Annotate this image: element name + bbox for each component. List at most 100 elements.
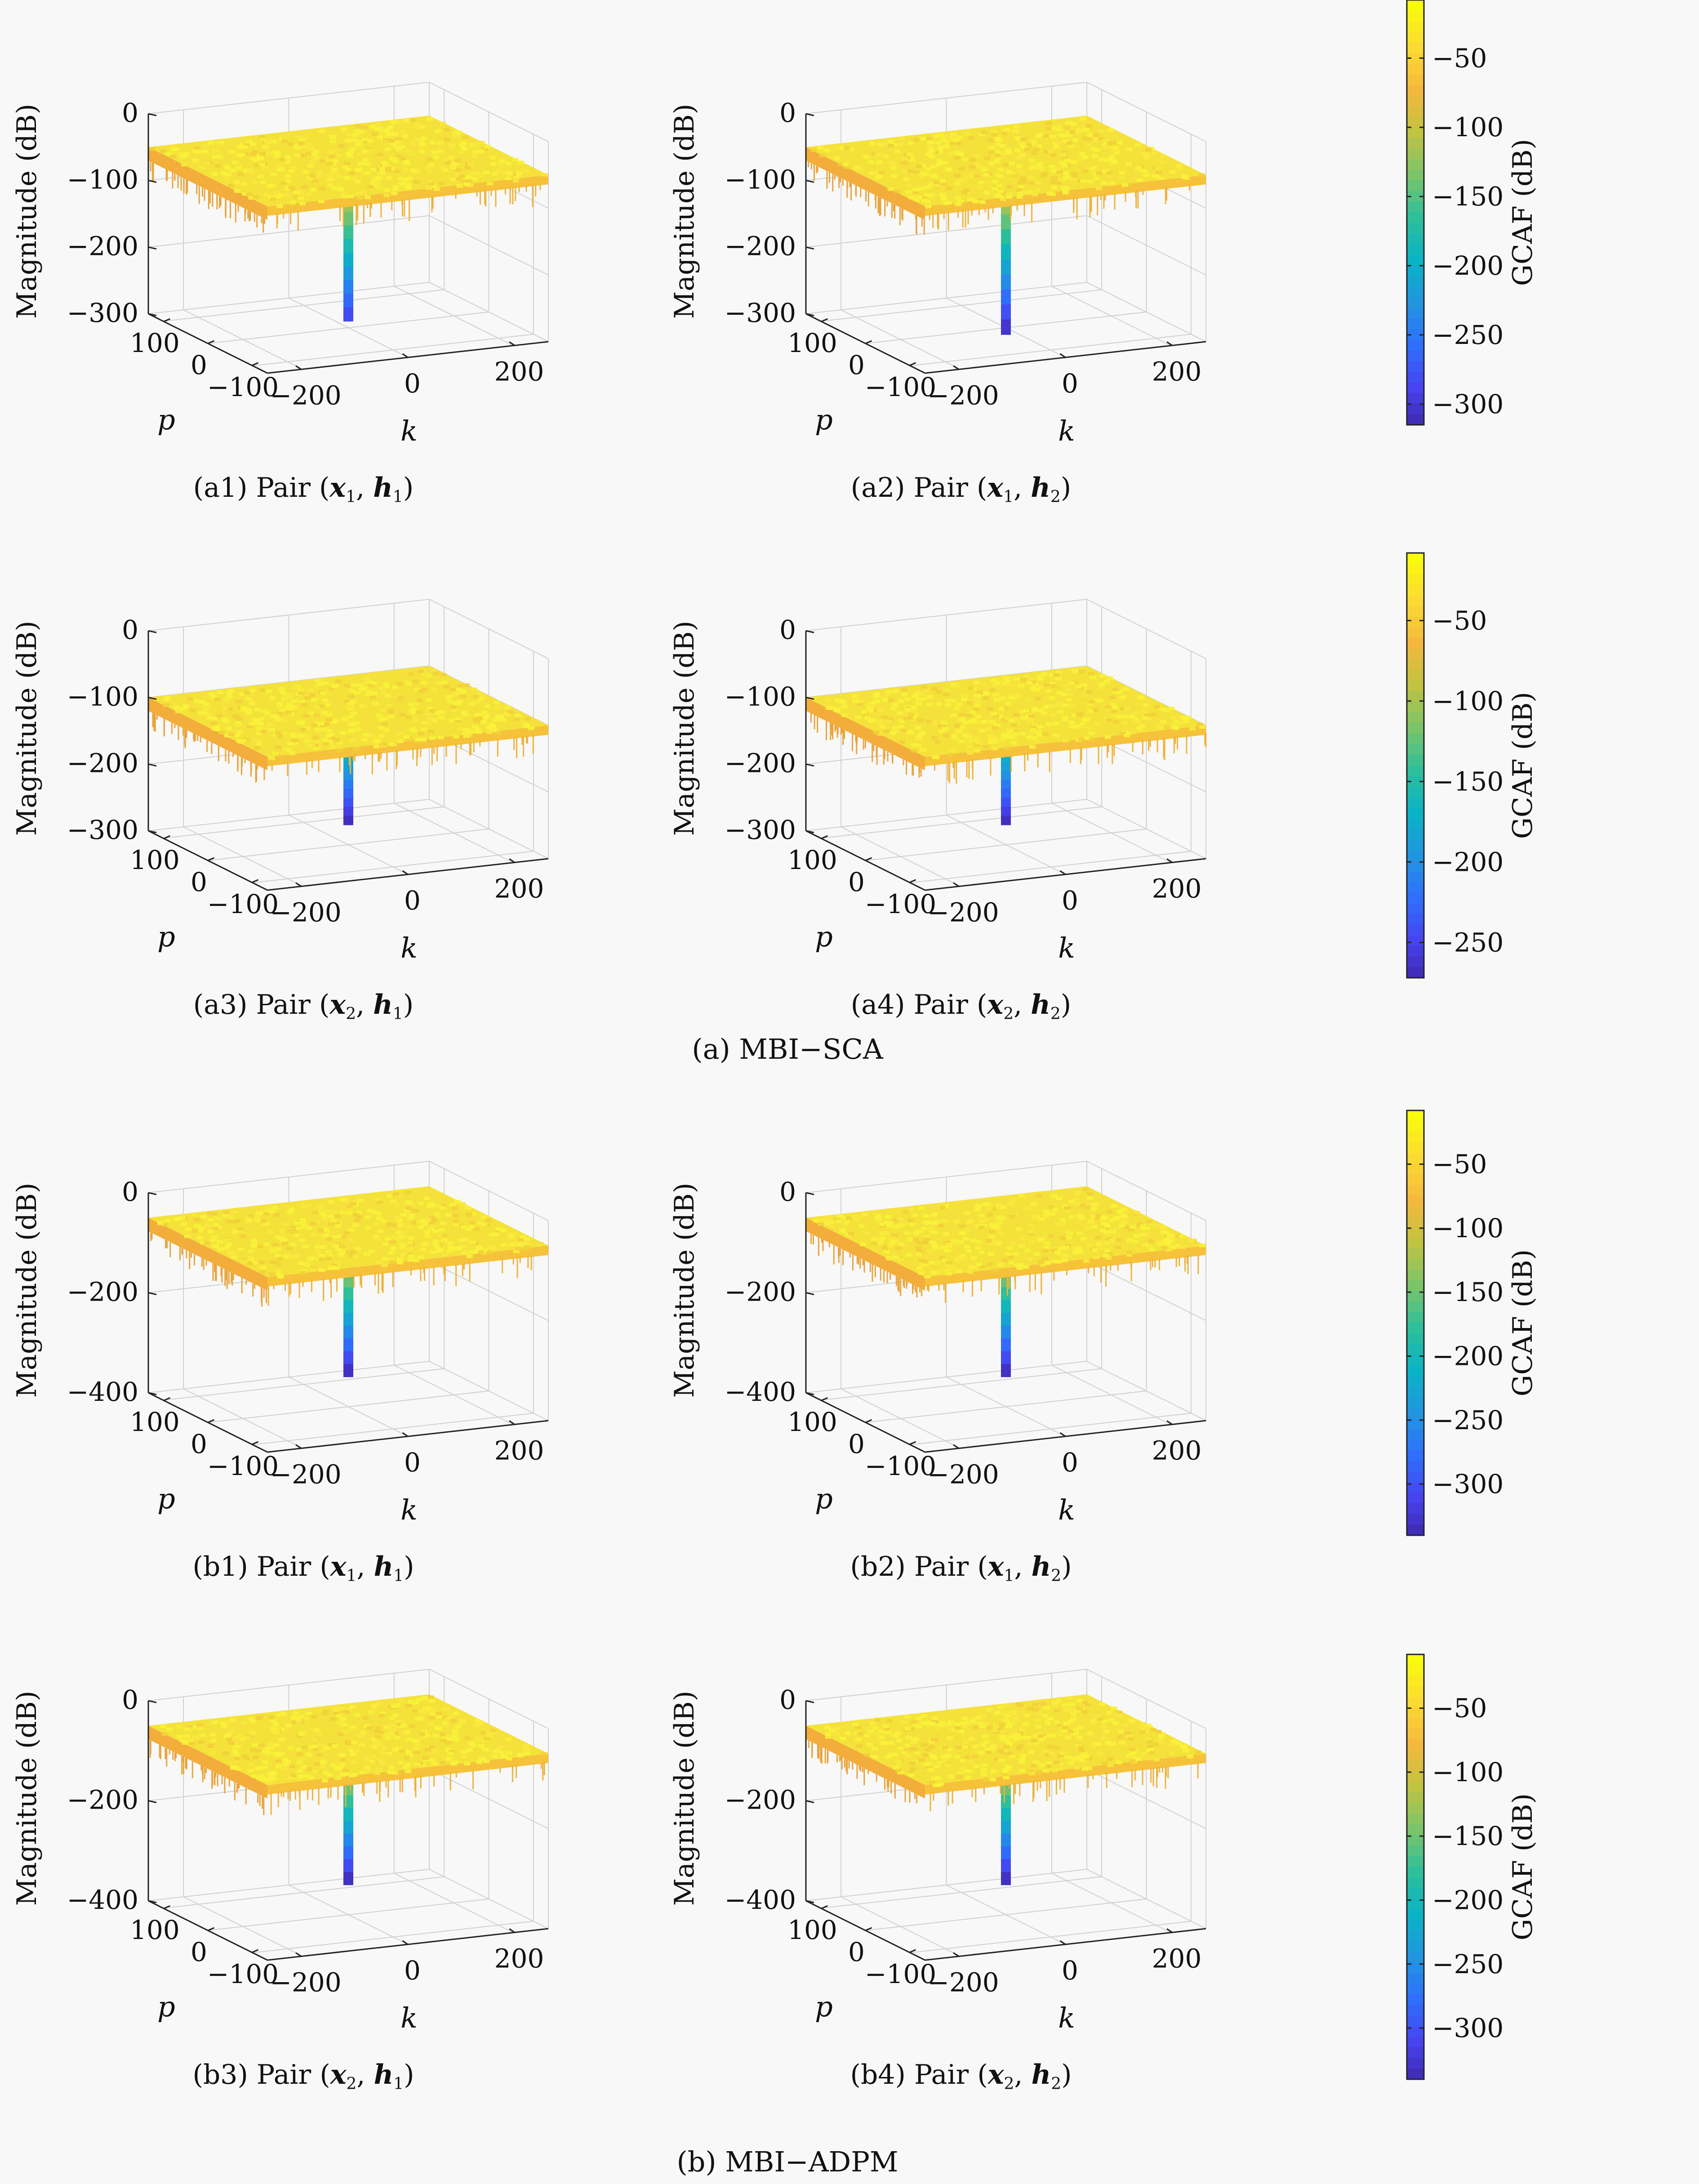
texture-cell	[1109, 1230, 1116, 1234]
texture-cell	[396, 1257, 403, 1261]
texture-cell	[393, 1192, 400, 1196]
texture-cell	[428, 1699, 435, 1703]
texture-cell	[953, 1755, 960, 1759]
z-axis-label: Magnitude (dB)	[11, 1691, 43, 1906]
texture-cell	[265, 1209, 272, 1213]
texture-cell	[463, 183, 470, 187]
texture-cell	[257, 1715, 263, 1719]
texture-cell	[1031, 1203, 1037, 1207]
texture-cell	[1010, 1720, 1017, 1725]
texture-cell	[1015, 156, 1022, 160]
texture-cell	[945, 167, 952, 171]
texture-cell	[399, 1242, 405, 1246]
texture-cell	[389, 141, 396, 145]
texture-cell	[427, 1721, 433, 1725]
texture-cell	[344, 684, 351, 688]
z-tick-label: −300	[67, 815, 138, 845]
texture-cell	[408, 152, 415, 156]
texture-cell	[434, 1725, 441, 1729]
texture-cell	[909, 1761, 916, 1765]
texture-cell	[273, 1261, 280, 1265]
texture-cell	[1072, 669, 1078, 673]
texture-cell	[310, 1222, 317, 1226]
texture-cell	[1000, 1205, 1007, 1209]
texture-cell	[451, 1734, 458, 1738]
texture-cell	[1045, 722, 1052, 726]
texture-cell	[449, 165, 456, 169]
texture-cell	[326, 718, 333, 722]
texture-cell	[211, 1212, 218, 1216]
colorbar-cell	[1407, 733, 1424, 745]
k-axis-label: k	[400, 2001, 418, 2034]
texture-cell	[318, 1743, 325, 1747]
texture-cell	[382, 1242, 389, 1246]
texture-cell	[975, 1262, 982, 1266]
colorbar-cell	[1407, 244, 1424, 255]
texture-cell	[421, 687, 428, 691]
texture-cell	[1027, 175, 1034, 179]
colorbar-frame	[1406, 0, 1425, 426]
texture-cell	[301, 703, 307, 707]
texture-cell	[252, 718, 258, 722]
texture-cell	[173, 706, 180, 710]
colorbar-cell	[1407, 1238, 1424, 1249]
texture-cell	[864, 1734, 871, 1738]
texture-cell	[297, 146, 304, 150]
texture-cell	[1036, 1194, 1042, 1198]
texture-cell	[909, 709, 916, 713]
z-tick-label: 0	[779, 615, 796, 645]
texture-cell	[1063, 739, 1069, 743]
texture-cell	[328, 155, 335, 159]
texture-cell	[1035, 1770, 1042, 1774]
texture-cell	[464, 1736, 471, 1740]
colorbar-cell	[1407, 903, 1424, 915]
texture-cell	[392, 686, 399, 690]
texture-cell	[1032, 722, 1038, 727]
texture-cell	[288, 707, 294, 711]
texture-cell	[1198, 173, 1205, 177]
texture-cell	[1061, 1729, 1067, 1733]
texture-cell	[449, 145, 456, 149]
texture-cell	[1088, 672, 1095, 676]
texture-cell	[1098, 686, 1105, 690]
texture-cell	[1157, 176, 1164, 180]
texture-cell	[350, 1250, 356, 1254]
grid-line	[865, 1899, 1147, 1931]
k-tick-label: 200	[494, 873, 544, 904]
texture-cell	[1010, 1198, 1017, 1202]
colorbar-cell	[1407, 1461, 1424, 1472]
texture-cell	[160, 1725, 166, 1729]
texture-cell	[953, 1219, 960, 1223]
colorbar-cell	[1407, 127, 1424, 139]
texture-cell	[507, 710, 514, 714]
texture-cell	[282, 1758, 289, 1762]
k-tick-label: 0	[1062, 1447, 1078, 1478]
texture-cell	[1128, 714, 1135, 718]
texture-cell	[328, 1222, 334, 1226]
texture-cell	[449, 1246, 455, 1250]
texture-cell	[285, 1724, 292, 1728]
texture-cell	[1067, 141, 1073, 145]
texture-cell	[414, 138, 420, 142]
texture-cell	[308, 711, 315, 715]
texture-cell	[990, 1226, 997, 1230]
texture-cell	[1111, 159, 1118, 163]
texture-cell	[931, 1716, 938, 1720]
surface-side-edge	[925, 725, 1206, 767]
texture-cell	[428, 1221, 435, 1226]
p-tick	[163, 318, 171, 322]
texture-cell	[421, 136, 427, 140]
texture-cell	[351, 176, 358, 180]
texture-cell	[1000, 1738, 1007, 1742]
texture-cell	[424, 1230, 431, 1234]
z-axis-label: Magnitude (dB)	[11, 1183, 43, 1398]
texture-cell	[938, 145, 944, 149]
texture-cell	[893, 1765, 899, 1769]
texture-cell	[223, 1721, 230, 1725]
texture-cell	[918, 1758, 925, 1762]
texture-cell	[498, 714, 504, 718]
texture-cell	[1050, 180, 1056, 184]
texture-cell	[1116, 715, 1122, 719]
texture-cell	[1010, 741, 1017, 745]
